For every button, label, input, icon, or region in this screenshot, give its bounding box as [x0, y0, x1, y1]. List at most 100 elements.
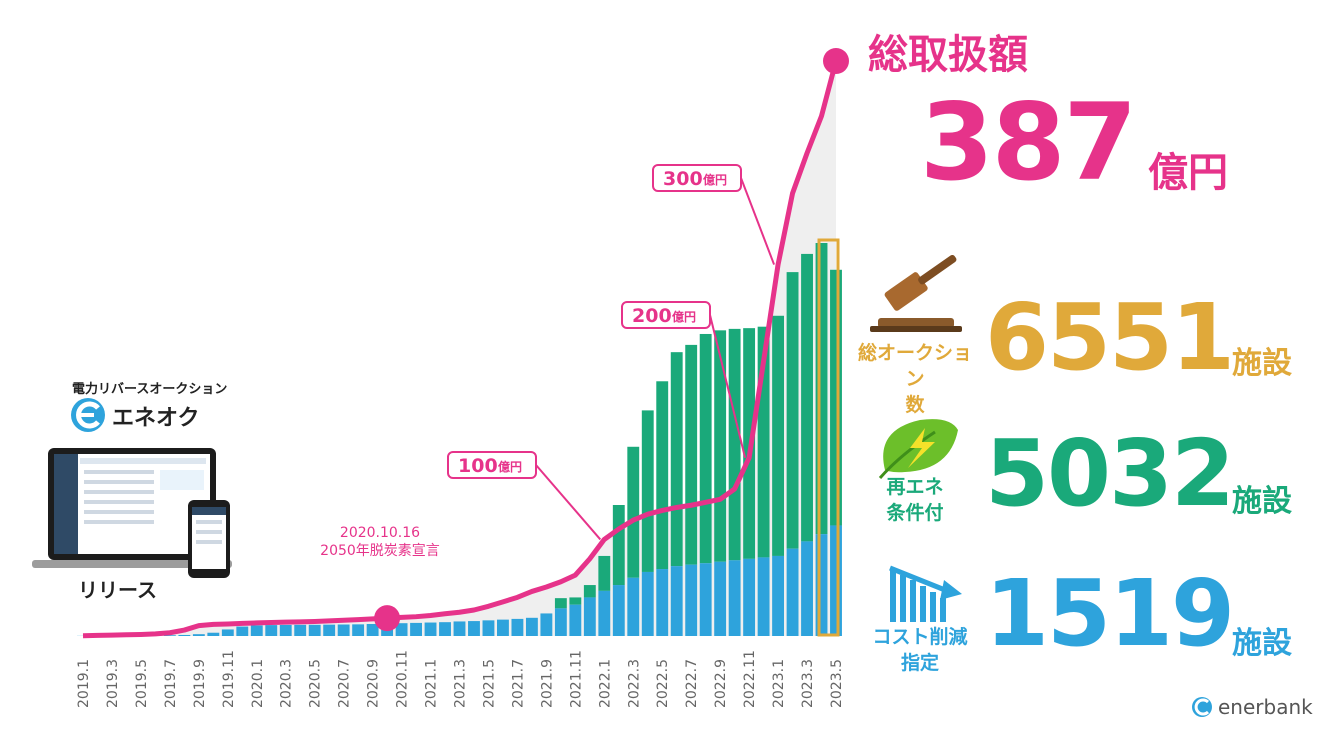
- bar-cost-reduction: [308, 624, 321, 636]
- footer-logo-text: enerbank: [1218, 695, 1313, 719]
- x-tick-label: 2021.11: [568, 650, 584, 708]
- bar-renewable: [670, 352, 683, 567]
- bar-cost-reduction: [714, 561, 727, 636]
- x-tick-label: 2022.1: [597, 659, 613, 708]
- milestone-unit: 億円: [703, 172, 727, 187]
- bar-cost-reduction: [757, 557, 770, 636]
- x-tick-label: 2022.9: [713, 659, 729, 708]
- bar-cost-reduction: [439, 622, 451, 636]
- auction-count-label: 総オークション数: [857, 342, 972, 416]
- bar-renewable: [583, 585, 596, 598]
- cost-down-chart-icon: [889, 565, 962, 622]
- bar-cost-reduction: [366, 623, 379, 636]
- gavel-icon: [870, 254, 962, 332]
- bar-cost-reduction: [279, 624, 292, 636]
- x-tick-label: 2021.9: [539, 659, 555, 708]
- bar-renewable: [786, 272, 799, 549]
- x-tick-label: 2023.5: [829, 659, 845, 708]
- bar-cost-reduction: [337, 624, 350, 636]
- cost-reduction-label: コスト削減 指定: [872, 626, 968, 674]
- bar-cost-reduction: [743, 558, 756, 636]
- x-tick-label: 2021.5: [481, 659, 497, 708]
- bar-cost-reduction: [540, 613, 553, 636]
- x-tick-label: 2021.3: [453, 659, 469, 708]
- x-tick-label: 2023.3: [800, 659, 816, 708]
- bar-renewable: [656, 381, 669, 570]
- total-line: [82, 60, 839, 639]
- x-tick-label: 2020.9: [366, 659, 382, 708]
- x-tick-label: 2019.11: [221, 650, 237, 708]
- bar-cost-reduction: [699, 563, 712, 636]
- bar-renewable: [815, 243, 828, 535]
- bar-cost-reduction: [569, 604, 582, 636]
- x-tick-label: 2023.1: [771, 659, 787, 708]
- total-line-end-dot: [823, 48, 849, 74]
- total-value: 387: [920, 81, 1137, 204]
- bar-renewable: [757, 326, 770, 558]
- bar-renewable: [699, 333, 712, 564]
- cost-reduction-unit: 施設: [1232, 626, 1292, 661]
- bar-cost-reduction: [641, 571, 654, 636]
- bar-cost-reduction: [525, 617, 538, 636]
- bar-renewable: [554, 598, 567, 609]
- bar-renewable: [641, 410, 654, 572]
- bar-cost-reduction: [786, 548, 799, 636]
- bar-cost-reduction: [395, 623, 408, 636]
- renewable-value: 5032: [985, 420, 1235, 527]
- x-tick-label: 2019.7: [163, 659, 179, 708]
- auction-count-unit: 施設: [1232, 346, 1292, 381]
- milestone-value: 100: [458, 455, 498, 477]
- x-tick-label: 2022.11: [742, 650, 758, 708]
- milestone-unit: 億円: [672, 309, 696, 324]
- bar-cost-reduction: [583, 597, 596, 636]
- x-tick-label: 2020.1: [250, 659, 266, 708]
- release-label: リリース: [78, 578, 157, 602]
- bar-cost-reduction: [323, 624, 336, 636]
- milestone-unit: 億円: [498, 459, 522, 474]
- bar-cost-reduction: [178, 634, 191, 636]
- milestone-value: 300: [663, 168, 703, 190]
- bar-renewable: [728, 328, 741, 561]
- release-subtitle: 電力リバースオークション: [72, 382, 228, 397]
- bar-cost-reduction: [163, 635, 176, 636]
- leaf-lightning-icon: [878, 419, 958, 479]
- bar-renewable: [685, 344, 698, 565]
- bar-renewable: [772, 315, 785, 556]
- auction-count-value: 6551: [985, 284, 1235, 391]
- renewable-label: 再エネ 条件付: [886, 476, 944, 524]
- x-tick-label: 2020.7: [337, 659, 353, 708]
- bar-cost-reduction: [468, 621, 480, 636]
- bar-cost-reduction: [815, 534, 828, 636]
- x-tick-label: 2022.7: [684, 659, 700, 708]
- bar-cost-reduction: [221, 629, 234, 636]
- bar-cost-reduction: [236, 626, 249, 636]
- x-tick-label: 2019.9: [192, 659, 208, 708]
- bar-renewable: [830, 269, 842, 526]
- x-tick-label: 2022.3: [626, 659, 642, 708]
- phone-mockup-icon: [188, 500, 230, 578]
- bar-cost-reduction: [250, 625, 263, 636]
- laptop-mockup-icon: [32, 448, 232, 568]
- milestone-callout: 100 億円: [447, 451, 602, 541]
- release-brand: エネオク: [112, 406, 200, 431]
- bar-cost-reduction: [482, 620, 495, 636]
- total-title: 総取扱額: [868, 32, 1028, 78]
- declaration-dot: [374, 605, 401, 632]
- milestone-callout: 300 億円: [652, 164, 776, 265]
- bar-cost-reduction: [207, 632, 220, 636]
- bar-cost-reduction: [192, 634, 205, 636]
- bar-renewable: [598, 555, 611, 591]
- bar-cost-reduction: [424, 622, 437, 636]
- bar-renewable: [612, 505, 625, 586]
- x-tick-label: 2020.11: [395, 650, 411, 708]
- bar-cost-reduction: [685, 564, 698, 636]
- bar-cost-reduction: [294, 624, 307, 636]
- bar-renewable: [714, 330, 727, 562]
- milestone-callout: 200 億円: [621, 301, 747, 458]
- eneoku-logo-icon: [71, 398, 105, 432]
- bar-cost-reduction: [497, 619, 509, 636]
- annotation-date: 2020.10.16: [340, 525, 420, 541]
- annotation-text: 2050年脱炭素宣言: [320, 543, 440, 559]
- bar-cost-reduction: [801, 541, 813, 636]
